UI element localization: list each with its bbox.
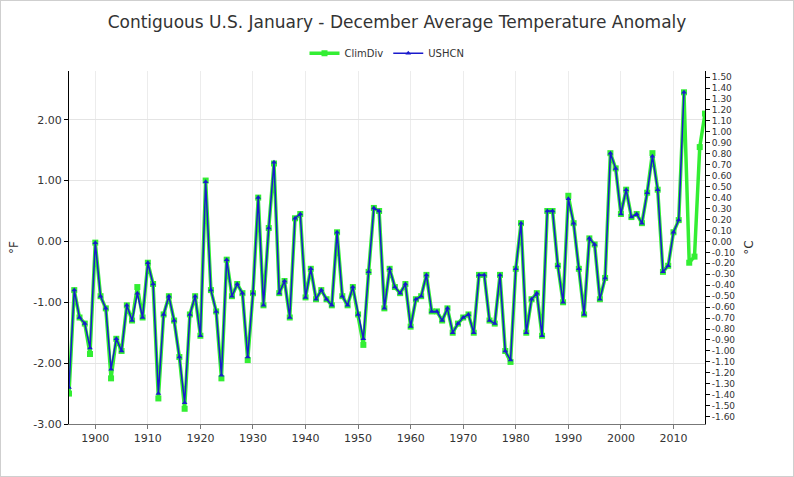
svg-text:0.30: 0.30 — [712, 204, 732, 214]
svg-text:1920: 1920 — [186, 432, 214, 445]
svg-text:USHCN: USHCN — [428, 48, 464, 59]
svg-text:-1.60: -1.60 — [712, 412, 736, 422]
svg-text:0.60: 0.60 — [712, 171, 732, 181]
svg-text:0.50: 0.50 — [712, 182, 732, 192]
svg-text:-0.10: -0.10 — [712, 248, 736, 258]
svg-text:-3.00: -3.00 — [33, 418, 61, 431]
svg-text:-0.40: -0.40 — [712, 280, 736, 290]
svg-text:2010: 2010 — [659, 432, 687, 445]
svg-text:1980: 1980 — [502, 432, 530, 445]
svg-text:2000: 2000 — [607, 432, 635, 445]
svg-text:-0.60: -0.60 — [712, 302, 736, 312]
svg-text:1.00: 1.00 — [37, 174, 62, 187]
svg-text:-1.50: -1.50 — [712, 401, 736, 411]
svg-text:-0.80: -0.80 — [712, 324, 736, 334]
svg-text:1.50: 1.50 — [712, 72, 732, 82]
svg-text:1.40: 1.40 — [712, 83, 732, 93]
svg-text:1910: 1910 — [134, 432, 162, 445]
svg-text:1960: 1960 — [397, 432, 425, 445]
svg-text:ClimDiv: ClimDiv — [345, 48, 384, 59]
svg-text:-2.00: -2.00 — [33, 357, 61, 370]
svg-text:1.20: 1.20 — [712, 105, 732, 115]
svg-text:2.00: 2.00 — [37, 114, 62, 127]
svg-text:1.30: 1.30 — [712, 94, 732, 104]
svg-text:0.90: 0.90 — [712, 138, 732, 148]
svg-text:1970: 1970 — [449, 432, 477, 445]
svg-text:-1.30: -1.30 — [712, 379, 736, 389]
svg-text:1950: 1950 — [344, 432, 372, 445]
svg-text:-0.20: -0.20 — [712, 258, 736, 268]
svg-text:-0.90: -0.90 — [712, 335, 736, 345]
svg-text:0.00: 0.00 — [712, 237, 732, 247]
svg-text:1940: 1940 — [292, 432, 320, 445]
svg-text:1900: 1900 — [81, 432, 109, 445]
svg-text:1930: 1930 — [239, 432, 267, 445]
svg-text:-0.70: -0.70 — [712, 313, 736, 323]
svg-text:1990: 1990 — [554, 432, 582, 445]
svg-text:0.00: 0.00 — [37, 235, 62, 248]
svg-text:0.40: 0.40 — [712, 193, 732, 203]
svg-text:-1.40: -1.40 — [712, 390, 736, 400]
svg-text:0.20: 0.20 — [712, 215, 732, 225]
svg-text:-0.30: -0.30 — [712, 269, 736, 279]
svg-text:0.10: 0.10 — [712, 226, 732, 236]
svg-text:1.10: 1.10 — [712, 116, 732, 126]
svg-text:1.00: 1.00 — [712, 127, 732, 137]
svg-text:-0.50: -0.50 — [712, 291, 736, 301]
svg-text:-1.20: -1.20 — [712, 368, 736, 378]
svg-text:-1.00: -1.00 — [712, 346, 736, 356]
svg-text:0.80: 0.80 — [712, 149, 732, 159]
svg-text:-1.10: -1.10 — [712, 357, 736, 367]
svg-text:Contiguous U.S. January - Dece: Contiguous U.S. January - December Avera… — [108, 12, 687, 32]
svg-text:°F: °F — [7, 241, 21, 254]
svg-text:°C: °C — [742, 240, 756, 254]
svg-text:-1.00: -1.00 — [33, 296, 61, 309]
svg-text:0.70: 0.70 — [712, 160, 732, 170]
